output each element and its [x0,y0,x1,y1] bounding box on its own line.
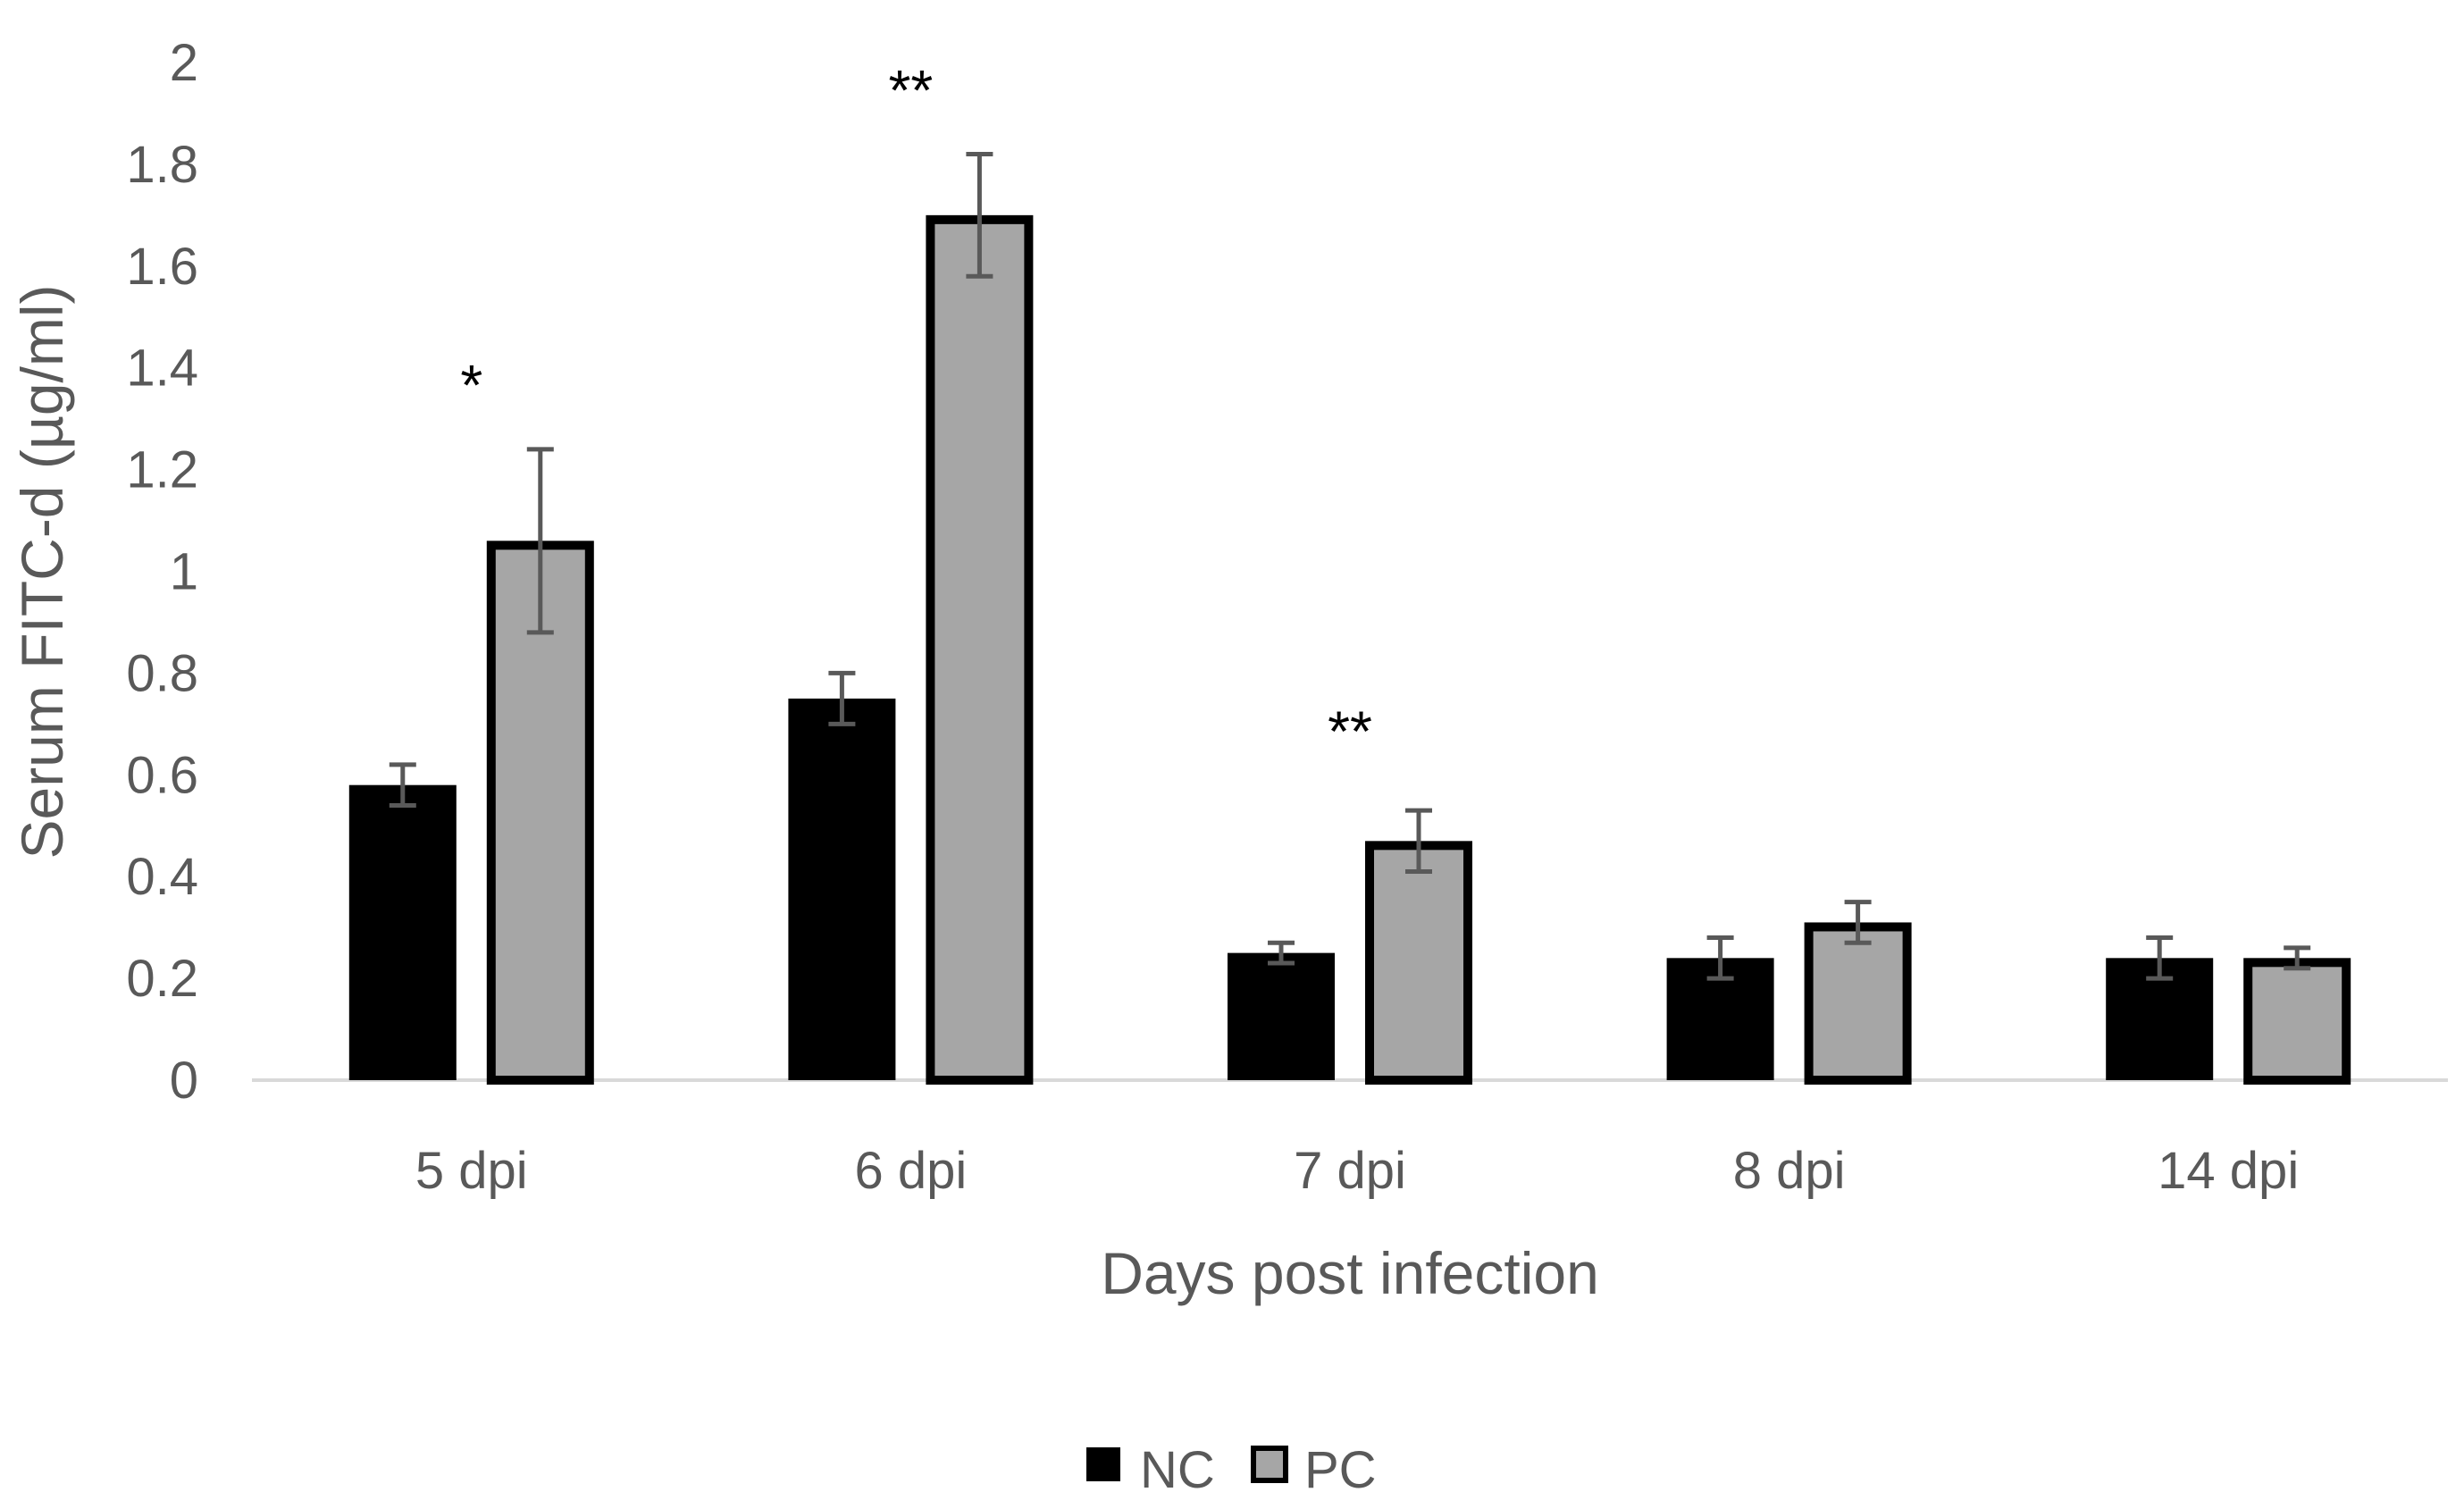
y-tick-label-0: 0 [170,1052,198,1110]
y-tick-label-2: 0.4 [126,848,198,906]
x-axis-ticks: 5 dpi 6 dpi 7 dpi 8 dpi 14 dpi [415,1142,2299,1200]
y-tick-label-3: 0.6 [126,746,198,804]
error-bar-pc-6-dpi [966,152,993,279]
y-tick-label-1: 0.2 [126,950,198,1008]
bar-nc-6-dpi [788,698,896,1080]
error-bar-pc-7-dpi [1405,808,1432,875]
y-tick-label-4: 0.8 [126,644,198,702]
y-tick-label-8: 1.6 [126,238,198,296]
bar-pc-6-dpi [926,214,1034,1086]
y-tick-label-5: 1 [170,543,198,601]
error-bar-nc-6-dpi [828,670,856,726]
error-bar-pc-8-dpi [1844,900,1872,945]
x-axis-title: Days post infection [1101,1240,1599,1306]
y-tick-label-7: 1.4 [126,340,198,398]
significance-marker-7-dpi: ** [1328,699,1372,763]
error-bar-pc-14-dpi [2284,945,2311,971]
error-bar-nc-8-dpi [1706,935,1734,981]
legend-label-pc: PC [1304,1441,1377,1499]
bar-pc-14-dpi [2243,958,2351,1085]
x-tick-label-7-dpi: 7 dpi [1294,1142,1406,1200]
legend: NC PC [1086,1441,1377,1499]
error-bar-pc-5-dpi [526,447,554,635]
bar-pc-7-dpi [1365,841,1472,1086]
bar-nc-7-dpi [1228,952,1335,1080]
x-tick-label-5-dpi: 5 dpi [415,1142,528,1200]
y-axis-title: Serum FITC-d (µg/ml) [9,284,75,859]
x-tick-label-8-dpi: 8 dpi [1733,1142,1846,1200]
bar-series [348,214,2351,1086]
y-axis-ticks: 0 0.2 0.4 0.6 0.8 1 1.2 1.4 1.6 1.8 2 [126,34,198,1110]
significance-marker-6-dpi: ** [888,58,933,122]
legend-swatch-pc [1251,1446,1288,1483]
y-tick-label-6: 1.2 [126,441,198,499]
x-tick-label-6-dpi: 6 dpi [855,1142,968,1200]
y-tick-label-9: 1.8 [126,136,198,194]
bar-pc-8-dpi [1804,922,1912,1085]
x-tick-label-14-dpi: 14 dpi [2158,1142,2299,1200]
legend-swatch-nc [1086,1447,1120,1481]
significance-marker-5-dpi: * [460,353,482,417]
legend-label-nc: NC [1140,1441,1215,1499]
bar-nc-5-dpi [348,784,457,1080]
error-bars [389,152,2311,981]
significance-annotations: ***** [460,58,1372,764]
y-tick-label-10: 2 [170,34,198,92]
error-bar-nc-5-dpi [389,762,416,808]
error-bar-nc-7-dpi [1268,940,1295,966]
error-bar-nc-14-dpi [2146,935,2174,981]
